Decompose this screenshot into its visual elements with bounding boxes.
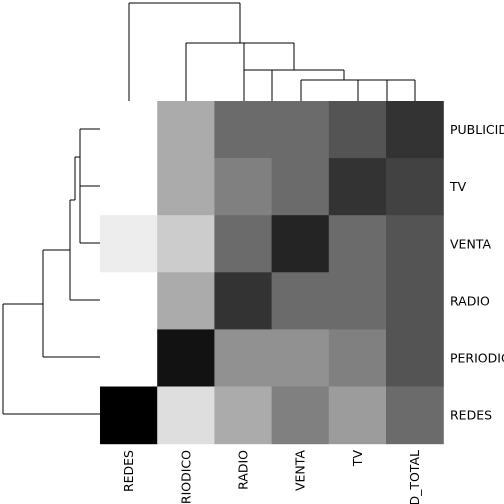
heatmap-cell <box>386 158 444 216</box>
column-label: PUBLICIDAD_TOTAL <box>407 450 422 504</box>
row-label: TV <box>449 179 467 194</box>
heatmap-cell <box>328 215 387 273</box>
heatmap-cell <box>328 329 387 388</box>
heatmap-cell <box>271 158 330 216</box>
heatmap-cells <box>100 101 444 445</box>
heatmap-cell <box>157 272 215 330</box>
row-labels: PUBLICIDAD_TOTAL TV VENTA RADIO PERIODICO RED… <box>449 122 504 423</box>
heatmap-cell <box>214 329 273 388</box>
column-label: REDES <box>121 450 136 492</box>
column-labels: REDES PERIODICO RADIO VENTA TV PUBLICIDAD_TOT… <box>121 450 422 504</box>
heatmap-cell <box>386 215 444 273</box>
column-label: PERIODICO <box>178 450 193 504</box>
column-label: VENTA <box>293 450 308 491</box>
heatmap-cell <box>100 329 158 388</box>
heatmap-cell <box>100 158 158 216</box>
heatmap-cell <box>271 386 330 445</box>
row-label: RADIO <box>450 293 490 308</box>
heatmap-cell <box>271 215 330 273</box>
heatmap-cell <box>157 215 215 273</box>
heatmap-cell <box>386 101 444 159</box>
heatmap-cell <box>271 272 330 330</box>
heatmap-cell <box>100 386 158 445</box>
row-dendrogram <box>2 128 100 415</box>
heatmap-cell <box>328 386 387 445</box>
heatmap-cell <box>328 272 387 330</box>
heatmap-cell <box>271 329 330 388</box>
heatmap-cell <box>386 386 444 445</box>
heatmap-cell <box>157 158 215 216</box>
heatmap-cell <box>328 158 387 216</box>
row-label: PUBLICIDAD_TOTAL <box>450 122 504 137</box>
heatmap-cell <box>214 158 273 216</box>
heatmap-cell <box>157 386 215 445</box>
heatmap-cell <box>386 329 444 388</box>
heatmap-cell <box>271 101 330 159</box>
column-dendrogram <box>128 2 416 101</box>
heatmap-cell <box>386 272 444 330</box>
heatmap-cell <box>157 329 215 388</box>
heatmap-cell <box>100 101 158 159</box>
column-label: RADIO <box>236 450 251 490</box>
heatmap-cell <box>214 272 273 330</box>
heatmap-cell <box>328 101 387 159</box>
row-label: REDES <box>450 408 492 423</box>
column-label: TV <box>350 450 365 468</box>
heatmap-cell <box>100 215 158 273</box>
heatmap-cell <box>214 215 273 273</box>
row-label: VENTA <box>450 236 491 251</box>
heatmap-cell <box>214 101 273 159</box>
heatmap-cell <box>100 272 158 330</box>
heatmap-cell <box>214 386 273 445</box>
row-label: PERIODICO <box>450 350 504 365</box>
heatmap-cell <box>157 101 215 159</box>
